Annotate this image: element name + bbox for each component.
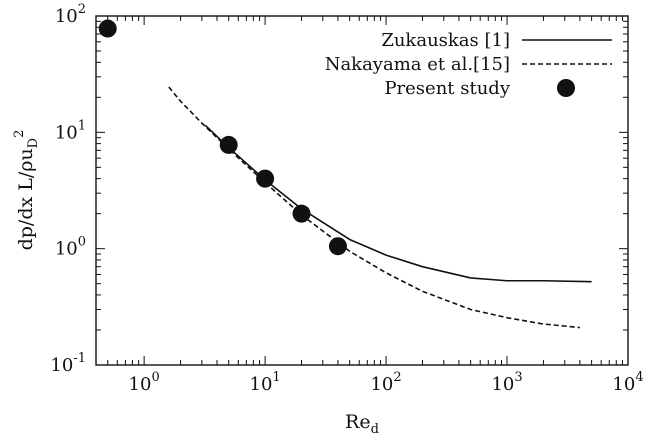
legend-marker-circle xyxy=(557,79,575,97)
x-axis-label-sub: d xyxy=(371,422,379,437)
legend-label: Present study xyxy=(384,78,510,99)
y-tick-label: 101 xyxy=(55,118,86,143)
y-tick-label-exponent: 1 xyxy=(78,118,86,133)
x-tick-label: 100 xyxy=(129,370,160,395)
y-axis-label-sup: 2 xyxy=(12,130,27,138)
x-tick-label-exponent: 3 xyxy=(514,370,522,385)
x-axis-label-base: Re xyxy=(345,411,371,433)
y-axis-label-text: dp/dx L/ρu xyxy=(15,148,37,250)
plot-frame xyxy=(95,15,629,366)
x-axis-label: Red xyxy=(345,411,379,437)
x-tick-label: 102 xyxy=(370,370,401,395)
series-3-point xyxy=(328,237,347,256)
legend-label: Zukauskas [1] xyxy=(381,30,510,51)
series-3-point xyxy=(98,19,117,38)
x-tick-label-base: 10 xyxy=(612,374,635,395)
x-tick-label-base: 10 xyxy=(491,374,514,395)
y-tick-label: 10-1 xyxy=(50,351,86,376)
y-tick-label-base: 10 xyxy=(55,6,78,27)
x-tick-label: 101 xyxy=(250,370,281,395)
y-tick-label: 102 xyxy=(55,2,86,27)
x-tick-label-base: 10 xyxy=(250,374,273,395)
x-tick-label-exponent: 0 xyxy=(151,370,159,385)
y-tick-label-exponent: -1 xyxy=(73,351,86,366)
y-tick-label: 100 xyxy=(55,235,86,260)
series-3-point xyxy=(256,169,275,188)
y-tick-label-exponent: 0 xyxy=(78,235,86,250)
x-tick-label-base: 10 xyxy=(129,374,152,395)
y-axis-label: dp/dx L/ρuD2 xyxy=(12,130,41,251)
y-tick-label-base: 10 xyxy=(50,355,73,376)
legend-label: Nakayama et al.[15] xyxy=(325,54,510,75)
y-tick-label-exponent: 2 xyxy=(78,2,86,17)
legend: Zukauskas [1] Nakayama et al.[15] Present … xyxy=(325,30,612,99)
series-1-line xyxy=(204,124,592,283)
x-tick-label: 103 xyxy=(491,370,522,395)
x-tick-label: 104 xyxy=(612,370,643,395)
series-3-point xyxy=(292,204,311,223)
x-tick-label-exponent: 2 xyxy=(393,370,401,385)
x-tick-label-base: 10 xyxy=(370,374,393,395)
x-tick-label-exponent: 1 xyxy=(272,370,280,385)
y-axis-label-sub: D xyxy=(26,138,41,148)
series-3-point xyxy=(219,135,238,154)
series-layer xyxy=(98,19,592,329)
y-tick-label-base: 10 xyxy=(55,239,78,260)
axis-ticks xyxy=(95,15,629,366)
series-2-line xyxy=(168,86,580,329)
y-tick-label-base: 10 xyxy=(55,122,78,143)
x-tick-label-exponent: 4 xyxy=(635,370,643,385)
